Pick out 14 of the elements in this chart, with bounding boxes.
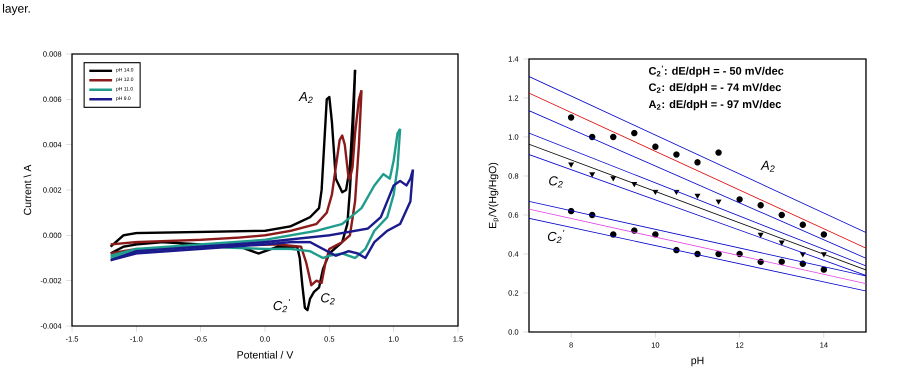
annotation: C$_{2}$: dE/dpH = - 74 mV/dec	[649, 83, 782, 94]
annotation: A$_{2}$: dE/dpH = - 97 mV/dec	[648, 100, 782, 110]
annotation: A$_{2}$	[298, 92, 313, 103]
x-axis-title: pH	[691, 356, 704, 366]
x-axis-title: Potential / V	[238, 350, 294, 359]
annotation: C$_{2}$$^{'}$: dE/dpH = - 50 mV/dec	[649, 66, 784, 77]
annotation: C$_{2}$	[549, 176, 563, 188]
annotation: C$_{2}$	[321, 293, 335, 304]
annotation: A$_{2}$	[760, 160, 775, 172]
y-axis-title: E$_{p}$/V(Hg/HgO)	[488, 162, 500, 228]
annotation: C$_{2}$'	[274, 299, 290, 312]
text: layer.	[3, 4, 30, 16]
y-axis-title: Current \ A	[24, 164, 32, 215]
annotation: C$_{2}$'	[548, 230, 564, 243]
